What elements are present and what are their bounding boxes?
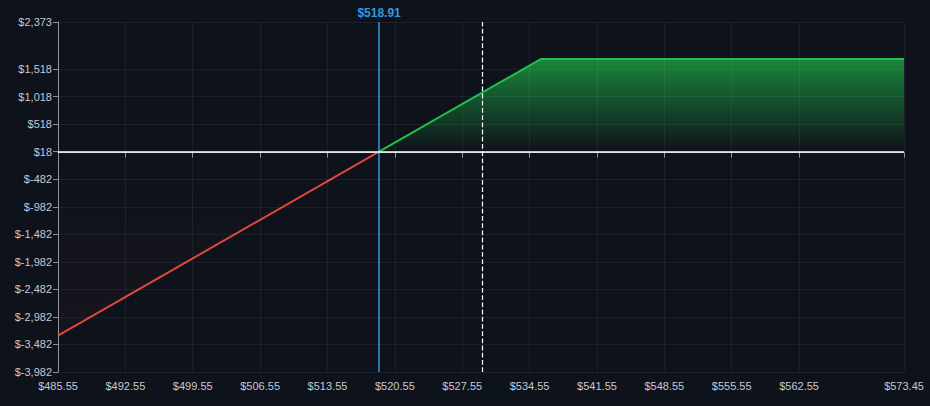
svg-text:$555.55: $555.55 — [712, 380, 752, 392]
svg-text:$-1,482: $-1,482 — [15, 228, 52, 240]
svg-text:$499.55: $499.55 — [173, 380, 213, 392]
svg-text:$-982: $-982 — [24, 201, 52, 213]
svg-text:$-2,982: $-2,982 — [15, 311, 52, 323]
svg-text:$562.55: $562.55 — [779, 380, 819, 392]
svg-text:$548.55: $548.55 — [644, 380, 684, 392]
svg-text:$18: $18 — [34, 146, 52, 158]
svg-text:$-482: $-482 — [24, 173, 52, 185]
svg-text:$520.55: $520.55 — [375, 380, 415, 392]
svg-text:$1,018: $1,018 — [18, 91, 52, 103]
svg-text:$-2,482: $-2,482 — [15, 283, 52, 295]
svg-text:$573.45: $573.45 — [884, 380, 924, 392]
svg-text:$518: $518 — [28, 118, 52, 130]
svg-text:$492.55: $492.55 — [105, 380, 145, 392]
svg-text:$518.91: $518.91 — [357, 6, 401, 20]
svg-text:$527.55: $527.55 — [442, 380, 482, 392]
svg-text:$-1,982: $-1,982 — [15, 256, 52, 268]
svg-text:$506.55: $506.55 — [240, 380, 280, 392]
svg-text:$-3,482: $-3,482 — [15, 338, 52, 350]
svg-text:$534.55: $534.55 — [510, 380, 550, 392]
svg-text:$485.55: $485.55 — [38, 380, 78, 392]
svg-text:$541.55: $541.55 — [577, 380, 617, 392]
svg-text:$1,518: $1,518 — [18, 63, 52, 75]
svg-text:$513.55: $513.55 — [308, 380, 348, 392]
svg-text:$-3,982: $-3,982 — [15, 366, 52, 378]
svg-text:$2,373: $2,373 — [18, 16, 52, 28]
